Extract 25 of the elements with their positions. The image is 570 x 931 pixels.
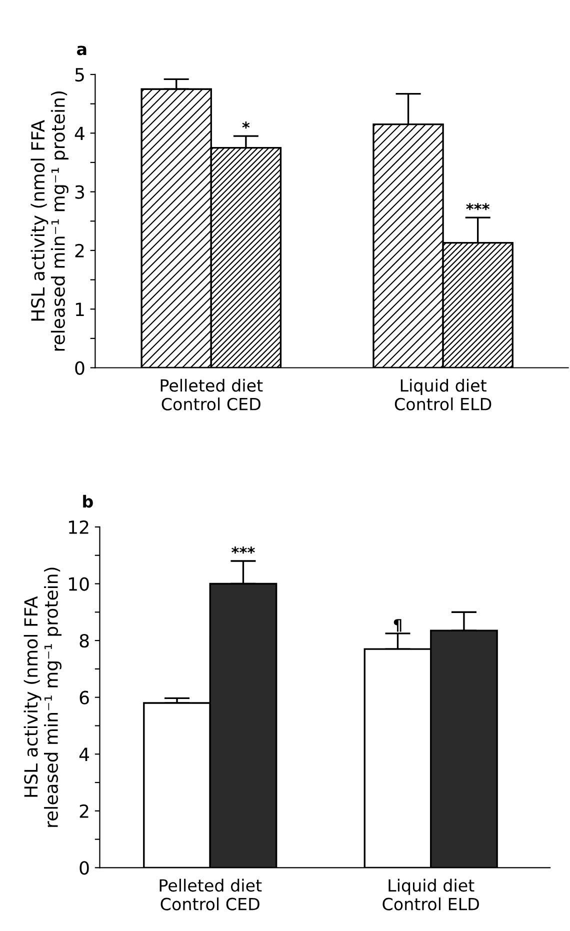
y-tick-label: 2 xyxy=(80,804,88,818)
x-tick-label: Liquid diet Control ELD xyxy=(382,878,479,910)
x-tick-label: Pelleted diet Control CED xyxy=(160,378,263,410)
x-tick-label: Liquid diet Control ELD xyxy=(394,378,492,410)
data-label: ¶ xyxy=(394,619,402,632)
y-tick-label: 4 xyxy=(74,126,84,140)
x-tick-label: Pelleted diet Control CED xyxy=(160,878,262,910)
y-tick-label: 6 xyxy=(80,690,89,704)
y-tick-label: 5 xyxy=(75,68,84,82)
y-tick-label: 2 xyxy=(75,244,84,258)
chart-title: b xyxy=(83,494,93,508)
y-tick-label: 3 xyxy=(75,185,84,199)
y-tick-label: 8 xyxy=(80,634,89,648)
chart-title: a xyxy=(76,46,86,56)
data-label: *** xyxy=(232,546,255,554)
y-tick-label: 4 xyxy=(79,748,90,761)
data-label: *** xyxy=(466,203,490,210)
y-axis-title: HSL activity (nmol FFA released min⁻¹ mg⁻¹ protein) xyxy=(30,91,68,351)
y-tick-label: 1 xyxy=(76,302,84,316)
y-tick-label: 0 xyxy=(80,861,89,875)
y-tick-label: 10 xyxy=(69,577,89,591)
y-tick-label: 12 xyxy=(69,520,88,534)
y-axis-title: HSL activity (nmol FFA released min⁻¹ mg⁻¹ protein) xyxy=(24,568,62,827)
data-label: * xyxy=(242,122,250,129)
y-tick-label: 0 xyxy=(75,361,84,375)
